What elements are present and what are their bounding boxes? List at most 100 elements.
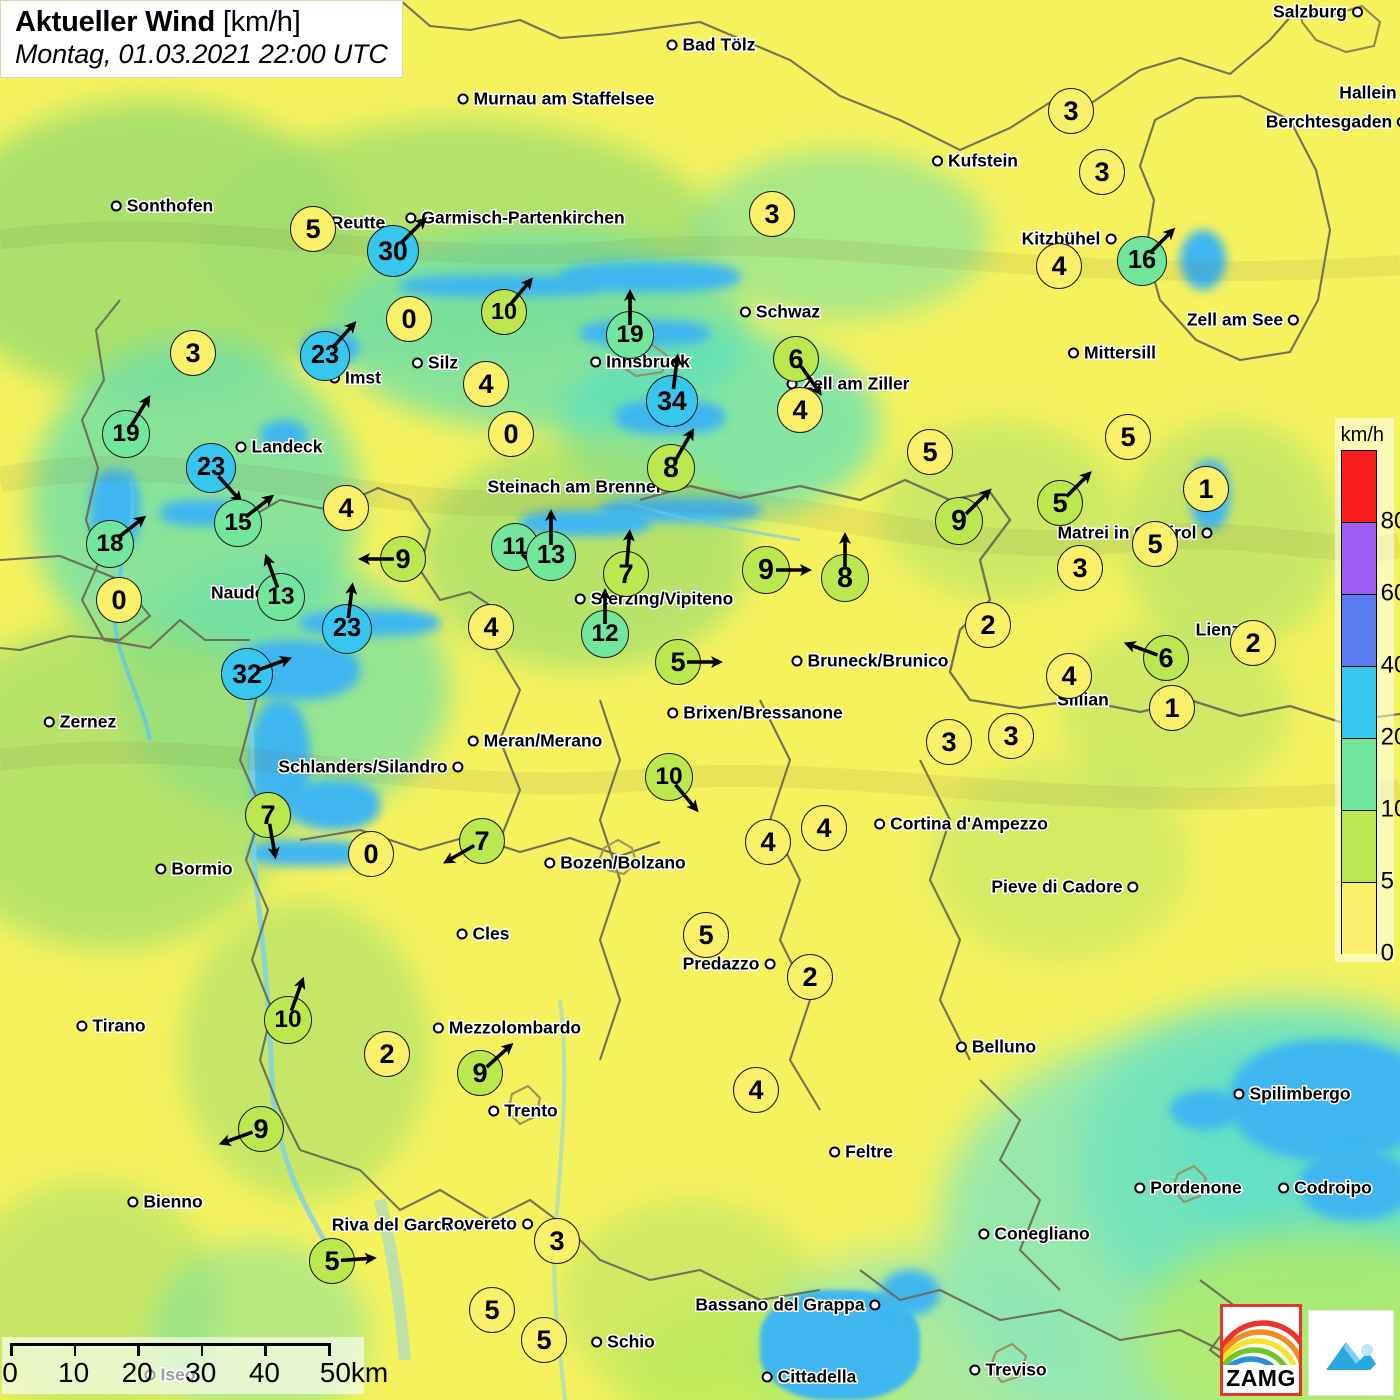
wind-station-marker[interactable]: 13 bbox=[526, 531, 576, 581]
wind-station-marker[interactable]: 5 bbox=[1105, 414, 1151, 460]
wind-speed-value: 4 bbox=[745, 819, 791, 865]
wind-station-marker[interactable]: 23 bbox=[300, 331, 350, 381]
wind-station-marker[interactable]: 3 bbox=[749, 191, 795, 237]
wind-station-marker[interactable]: 4 bbox=[733, 1067, 779, 1113]
wind-station-marker[interactable]: 3 bbox=[926, 719, 972, 765]
wind-station-marker[interactable]: 0 bbox=[386, 296, 432, 342]
wind-station-marker[interactable]: 0 bbox=[96, 577, 142, 623]
city-marker: Murnau am Staffelsee bbox=[457, 87, 656, 110]
colorbar-band bbox=[1340, 666, 1377, 738]
wind-speed-value: 34 bbox=[646, 375, 698, 427]
wind-station-marker[interactable]: 23 bbox=[322, 604, 372, 654]
wind-station-marker[interactable]: 2 bbox=[364, 1031, 410, 1077]
city-label: Bozen/Bolzano bbox=[559, 851, 687, 874]
wind-station-marker[interactable]: 7 bbox=[603, 551, 649, 597]
wind-station-marker[interactable]: 2 bbox=[965, 602, 1011, 648]
wind-station-marker[interactable]: 10 bbox=[264, 996, 312, 1044]
wind-station-marker[interactable]: 1 bbox=[1149, 685, 1195, 731]
scale-tick bbox=[10, 1343, 13, 1356]
wind-station-marker[interactable]: 34 bbox=[646, 375, 698, 427]
wind-station-marker[interactable]: 1 bbox=[1183, 466, 1229, 512]
wind-station-marker[interactable]: 23 bbox=[186, 443, 236, 493]
wind-speed-value: 5 bbox=[290, 206, 336, 252]
wind-station-marker[interactable]: 3 bbox=[1079, 149, 1125, 195]
scale-tick bbox=[328, 1343, 331, 1356]
wind-station-marker[interactable]: 5 bbox=[469, 1287, 515, 1333]
wind-station-marker[interactable]: 3 bbox=[170, 330, 216, 376]
wind-station-marker[interactable]: 5 bbox=[290, 206, 336, 252]
wind-station-marker[interactable]: 8 bbox=[647, 444, 695, 492]
city-marker: Belluno bbox=[955, 1035, 1038, 1058]
wind-station-marker[interactable]: 9 bbox=[238, 1106, 284, 1152]
wind-station-marker[interactable]: 4 bbox=[745, 819, 791, 865]
wind-station-marker[interactable]: 7 bbox=[459, 818, 505, 864]
wind-station-marker[interactable]: 5 bbox=[1132, 521, 1178, 567]
city-marker: Cortina d'Ampezzo bbox=[874, 812, 1049, 835]
wind-station-marker[interactable]: 3 bbox=[1048, 88, 1094, 134]
wind-speed-value: 5 bbox=[1132, 521, 1178, 567]
wind-station-marker[interactable]: 5 bbox=[907, 429, 953, 475]
wind-speed-value: 0 bbox=[386, 296, 432, 342]
wind-station-marker[interactable]: 4 bbox=[1036, 243, 1082, 289]
wind-station-marker[interactable]: 4 bbox=[801, 805, 847, 851]
wind-station-marker[interactable]: 10 bbox=[645, 753, 693, 801]
wind-speed-value: 4 bbox=[468, 604, 514, 650]
wind-station-marker[interactable]: 3 bbox=[534, 1218, 580, 1264]
wind-station-marker[interactable]: 2 bbox=[1230, 620, 1276, 666]
city-marker: Landeck bbox=[235, 435, 324, 458]
wind-speed-value: 13 bbox=[526, 531, 576, 581]
wind-speed-value: 7 bbox=[245, 792, 291, 838]
wind-station-marker[interactable]: 9 bbox=[380, 536, 426, 582]
wind-station-marker[interactable]: 18 bbox=[86, 520, 134, 568]
wind-station-marker[interactable]: 5 bbox=[683, 912, 729, 958]
wind-station-marker[interactable]: 4 bbox=[463, 361, 509, 407]
wind-station-marker[interactable]: 3 bbox=[1057, 545, 1103, 591]
city-marker: Bormio bbox=[155, 857, 234, 880]
wind-speed-value: 4 bbox=[463, 361, 509, 407]
wind-station-marker[interactable]: 5 bbox=[1037, 480, 1083, 526]
wind-station-marker[interactable]: 6 bbox=[773, 336, 819, 382]
wind-station-marker[interactable]: 9 bbox=[935, 497, 983, 545]
wind-station-marker[interactable]: 6 bbox=[1143, 635, 1189, 681]
wind-station-marker[interactable]: 5 bbox=[309, 1238, 355, 1284]
wind-station-marker[interactable]: 7 bbox=[245, 792, 291, 838]
wind-station-marker[interactable]: 8 bbox=[821, 554, 869, 602]
wind-station-marker[interactable]: 19 bbox=[102, 410, 150, 458]
city-dot bbox=[1201, 527, 1213, 539]
city-dot bbox=[1134, 1182, 1146, 1194]
city-label: Tirano bbox=[91, 1014, 147, 1037]
city-dot bbox=[110, 200, 122, 212]
city-dot bbox=[43, 716, 55, 728]
wind-station-marker[interactable]: 12 bbox=[581, 610, 629, 658]
city-label: Spilimbergo bbox=[1248, 1082, 1352, 1105]
city-label: Schlanders/Silandro bbox=[277, 755, 449, 778]
wind-station-marker[interactable]: 30 bbox=[367, 225, 419, 277]
wind-station-marker[interactable]: 9 bbox=[742, 546, 790, 594]
wind-station-marker[interactable]: 10 bbox=[481, 289, 527, 335]
wind-station-marker[interactable]: 4 bbox=[777, 387, 823, 433]
wind-station-marker[interactable]: 5 bbox=[521, 1317, 567, 1363]
scale-tick-label: 30 bbox=[185, 1357, 217, 1388]
wind-station-marker[interactable]: 32 bbox=[221, 648, 273, 700]
city-marker: Spilimbergo bbox=[1233, 1082, 1352, 1105]
wind-station-marker[interactable]: 19 bbox=[606, 311, 654, 359]
wind-station-marker[interactable]: 16 bbox=[1117, 236, 1167, 286]
city-label: Trento bbox=[503, 1099, 560, 1122]
wind-station-marker[interactable]: 5 bbox=[655, 639, 701, 685]
wind-station-marker[interactable]: 4 bbox=[1046, 653, 1092, 699]
wind-station-marker[interactable]: 9 bbox=[457, 1050, 503, 1096]
city-label: Codroipo bbox=[1293, 1176, 1374, 1199]
wind-station-marker[interactable]: 2 bbox=[787, 954, 833, 1000]
wind-station-marker[interactable]: 13 bbox=[257, 573, 305, 621]
wind-station-marker[interactable]: 15 bbox=[214, 499, 262, 547]
city-label: Bad Tölz bbox=[681, 33, 757, 56]
wind-station-marker[interactable]: 0 bbox=[348, 831, 394, 877]
wind-station-marker[interactable]: 4 bbox=[468, 604, 514, 650]
wind-speed-value: 7 bbox=[603, 551, 649, 597]
wind-station-marker[interactable]: 4 bbox=[323, 485, 369, 531]
wind-station-marker[interactable]: 0 bbox=[488, 411, 534, 457]
city-dot bbox=[1397, 116, 1400, 128]
city-marker: Schio bbox=[591, 1330, 656, 1353]
colorbar-tick-label: 60 bbox=[1380, 579, 1400, 607]
wind-station-marker[interactable]: 3 bbox=[988, 713, 1034, 759]
